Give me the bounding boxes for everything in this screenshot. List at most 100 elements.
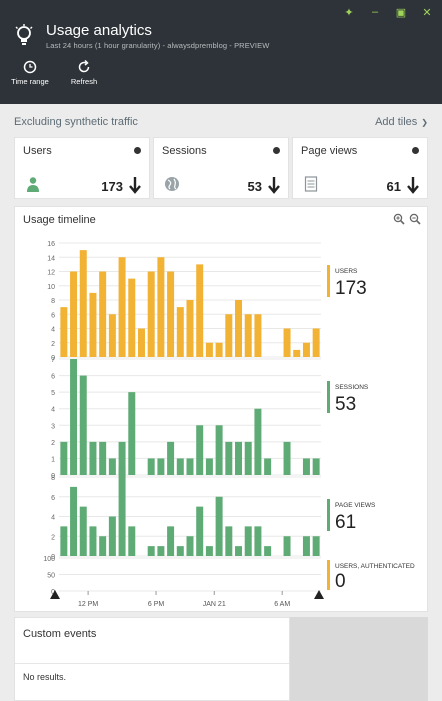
users-tile-title: Users [23,145,52,157]
x-tick-label: 6 PM [148,601,165,608]
time-range-button[interactable]: Time range [10,60,50,86]
users-bar[interactable] [89,293,96,357]
sessions-bar[interactable] [254,409,261,475]
page-views-bar[interactable] [167,526,174,556]
sessions-bar[interactable] [245,442,252,475]
sessions-bar[interactable] [167,442,174,475]
page-views-bar[interactable] [235,546,242,556]
refresh-label: Refresh [71,77,97,86]
refresh-button[interactable]: Refresh [64,60,104,86]
sessions-bar[interactable] [225,442,232,475]
users-bar[interactable] [128,279,135,357]
sessions-bar[interactable] [264,458,271,475]
sessions-bar[interactable] [70,359,77,475]
users-bar[interactable] [235,300,242,357]
users-bar[interactable] [196,264,203,357]
users-bar[interactable] [138,329,145,358]
page-views-bar[interactable] [264,546,271,556]
page-views-bar[interactable] [99,536,106,556]
page-views-tile[interactable]: Page views 61 [292,137,428,199]
users-bar[interactable] [225,314,232,357]
users-bar[interactable] [119,257,126,357]
page-views-bar[interactable] [196,507,203,556]
users-bar[interactable] [254,314,261,357]
page-views-bar[interactable] [70,487,77,556]
page-views-y-tick-label: 2 [51,534,55,541]
users-authenticated-legend-label: USERS, AUTHENTICATED [335,563,415,570]
sessions-bar[interactable] [109,458,116,475]
sessions-bar[interactable] [216,425,223,475]
sessions-tile[interactable]: Sessions 53 [153,137,289,199]
users-authenticated-y-tick-label: 50 [47,573,55,580]
window-controls: ✦ – ▣ ✕ [342,6,434,19]
page-views-bar[interactable] [177,546,184,556]
users-bar[interactable] [167,272,174,358]
users-bar[interactable] [177,307,184,357]
users-bar[interactable] [206,343,213,357]
users-bar[interactable] [109,314,116,357]
page-views-bar[interactable] [254,526,261,556]
sessions-bar[interactable] [206,458,213,475]
sessions-bar[interactable] [235,442,242,475]
page-views-bar[interactable] [89,526,96,556]
page-views-bar[interactable] [206,546,213,556]
page-views-bar[interactable] [303,536,310,556]
arrow-down-icon [267,176,281,194]
maximize-icon[interactable]: ▣ [394,6,408,19]
usage-timeline-part[interactable]: 0 2 4 6 8 10 12 14 16 USERS 173 0 1 2 3 4 5 6 7 SESSIONS 53 0… [14,206,428,612]
users-bar[interactable] [293,350,300,357]
x-tick-label: JAN 21 [203,601,226,608]
globe-icon [164,176,180,192]
close-icon[interactable]: ✕ [420,6,434,19]
page-views-bar[interactable] [60,526,67,556]
page-views-bar[interactable] [225,526,232,556]
page-views-bar[interactable] [284,536,291,556]
minimize-icon[interactable]: – [368,6,382,19]
sessions-bar[interactable] [89,442,96,475]
users-tile[interactable]: Users 173 [14,137,150,199]
users-bar[interactable] [60,307,67,357]
page-views-bar[interactable] [119,467,126,556]
sessions-bar[interactable] [157,458,164,475]
users-bar[interactable] [80,250,87,357]
pin-icon[interactable]: ✦ [342,6,356,19]
sessions-bar[interactable] [313,458,320,475]
page-views-bar[interactable] [313,536,320,556]
users-bar[interactable] [99,272,106,358]
users-bar[interactable] [157,257,164,357]
zoom-out-icon[interactable] [409,213,421,225]
info-icon[interactable] [134,147,141,154]
sessions-bar[interactable] [128,392,135,475]
custom-events-part[interactable]: Custom events No results. [14,617,290,701]
users-bar[interactable] [216,343,223,357]
page-views-bar[interactable] [109,517,116,557]
sessions-bar[interactable] [80,376,87,475]
sessions-bar[interactable] [187,458,194,475]
users-bar[interactable] [303,343,310,357]
sessions-bar[interactable] [284,442,291,475]
users-bar[interactable] [187,300,194,357]
sessions-bar[interactable] [177,458,184,475]
page-views-bar[interactable] [148,546,155,556]
sessions-bar[interactable] [303,458,310,475]
sessions-bar[interactable] [60,442,67,475]
users-bar[interactable] [245,314,252,357]
info-icon[interactable] [273,147,280,154]
add-tiles-button[interactable]: Add tiles ❯ [375,116,428,128]
users-bar[interactable] [284,329,291,358]
page-views-bar[interactable] [128,526,135,556]
zoom-in-icon[interactable] [393,213,405,225]
users-bar[interactable] [70,272,77,358]
users-bar[interactable] [313,329,320,358]
users-bar[interactable] [148,272,155,358]
page-views-bar[interactable] [245,526,252,556]
sessions-bar[interactable] [99,442,106,475]
sessions-bar[interactable] [196,425,203,475]
page-views-bar[interactable] [216,497,223,556]
info-icon[interactable] [412,147,419,154]
page-views-bar[interactable] [187,536,194,556]
page-views-bar[interactable] [157,546,164,556]
sessions-tile-title: Sessions [162,145,207,157]
sessions-bar[interactable] [148,458,155,475]
page-views-bar[interactable] [80,507,87,556]
